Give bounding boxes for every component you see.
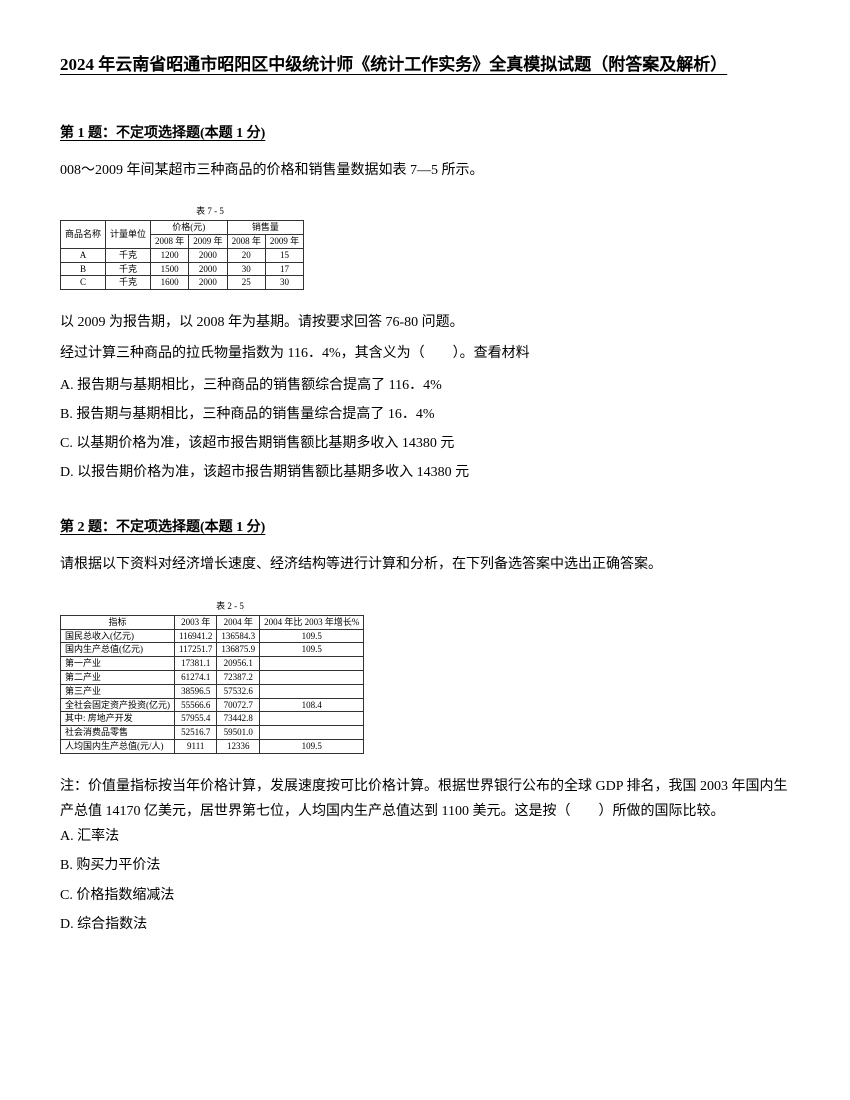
q1-header: 第 1 题：不定项选择题(本题 1 分) [60,121,790,146]
q1-followup-1: 以 2009 为报告期，以 2008 年为基期。请按要求回答 76-80 问题。 [60,310,790,335]
q1-table-wrap: 表 7 - 5 商品名称 计量单位 价格(元) 销售量 2008 年 2009 … [60,203,790,290]
q1-stem: 008～2009 年间某超市三种商品的价格和销售量数据如表 7—5 所示。 [60,158,790,183]
q2-th-3: 2004 年比 2003 年增长% [260,615,364,629]
q2-header: 第 2 题：不定项选择题(本题 1 分) [60,515,790,540]
table-row: A 千克 1200 2000 20 15 [61,248,304,262]
q2-th-2: 2004 年 [217,615,260,629]
q1-followup-2: 经过计算三种商品的拉氏物量指数为 116．4%，其含义为（ ）。查看材料 [60,341,790,366]
table-row: 社会消费品零售52516.759501.0 [61,726,364,740]
q2-stem: 请根据以下资料对经济增长速度、经济结构等进行计算和分析，在下列备选答案中选出正确… [60,552,790,577]
q2-option-b: B. 购买力平价法 [60,853,790,878]
q2-option-c: C. 价格指数缩减法 [60,883,790,908]
table-row: B 千克 1500 2000 30 17 [61,262,304,276]
q1-option-a: A. 报告期与基期相比，三种商品的销售额综合提高了 116．4% [60,373,790,398]
table-row: 国民总收入(亿元)116941.2136584.3109.5 [61,629,364,643]
q1-th-sub-1: 2009 年 [189,234,227,248]
table-row: 人均国内生产总值(元/人)911112336109.5 [61,740,364,754]
table-row: 第三产业38596.557532.6 [61,684,364,698]
q2-th-1: 2003 年 [175,615,217,629]
table-row: 国内生产总值(亿元)117251.7136875.9109.5 [61,643,364,657]
q1-table-caption: 表 7 - 5 [60,203,360,219]
q1-th-name: 商品名称 [61,221,106,249]
q1-option-c: C. 以基期价格为准，该超市报告期销售额比基期多收入 14380 元 [60,431,790,456]
q2-option-d: D. 综合指数法 [60,912,790,937]
document-title: 2024 年云南省昭通市昭阳区中级统计师《统计工作实务》全真模拟试题（附答案及解… [60,50,790,81]
table-row: C 千克 1600 2000 25 30 [61,276,304,290]
q2-table-wrap: 表 2 - 5 指标 2003 年 2004 年 2004 年比 2003 年增… [60,598,790,754]
q2-th-0: 指标 [61,615,175,629]
q1-th-price: 价格(元) [151,221,228,235]
table-row: 全社会固定资产投资(亿元)55566.670072.7108.4 [61,698,364,712]
table-row: 第二产业61274.172387.2 [61,671,364,685]
table-row: 第一产业17381.120956.1 [61,657,364,671]
q1-th-qty: 销售量 [227,221,304,235]
q2-option-a: A. 汇率法 [60,824,790,849]
q2-table-caption: 表 2 - 5 [60,598,400,614]
q1-th-sub-2: 2008 年 [227,234,265,248]
q1-option-b: B. 报告期与基期相比，三种商品的销售量综合提高了 16．4% [60,402,790,427]
q1-th-sub-0: 2008 年 [151,234,189,248]
table-row: 其中: 房地产开发57955.473442.8 [61,712,364,726]
q1-table: 商品名称 计量单位 价格(元) 销售量 2008 年 2009 年 2008 年… [60,220,304,290]
q1-th-sub-3: 2009 年 [265,234,303,248]
q1-th-unit: 计量单位 [106,221,151,249]
q1-option-d: D. 以报告期价格为准，该超市报告期销售额比基期多收入 14380 元 [60,460,790,485]
q2-note: 注：价值量指标按当年价格计算，发展速度按可比价格计算。根据世界银行公布的全球 G… [60,774,790,824]
q2-table: 指标 2003 年 2004 年 2004 年比 2003 年增长% 国民总收入… [60,615,364,754]
